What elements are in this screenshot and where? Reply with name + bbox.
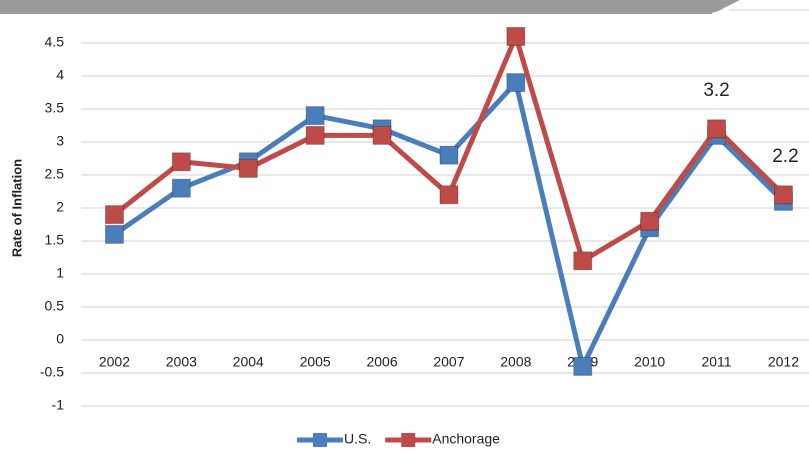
data-label: 3.2 [703,80,729,101]
y-tick-label: -1 [52,397,65,413]
marker [305,106,325,126]
x-tick-label: 2006 [366,354,397,370]
legend-marker [313,433,327,447]
y-axis-label: Rate of Inflation [9,159,24,257]
legend-marker [401,433,416,447]
y-tick-label: 2.5 [45,166,65,182]
marker [640,211,660,231]
y-tick-label: -0.5 [40,364,64,380]
banner-edge [711,0,761,15]
y-tick-label: 1.5 [45,232,65,248]
y-tick-label: 0.5 [45,298,65,314]
marker [439,145,459,165]
y-tick-label: 0 [56,331,64,347]
marker [707,119,727,139]
x-tick-label: 2002 [99,354,130,370]
legend-label: U.S. [344,431,371,447]
x-tick-label: 2003 [166,354,197,370]
x-tick-label: 2007 [433,354,464,370]
marker [573,251,593,271]
marker [439,185,459,205]
data-label: 2.2 [772,146,798,167]
marker [305,125,325,145]
y-tick-label: 2 [56,199,64,215]
marker [104,224,124,244]
marker [506,73,526,93]
series-line [113,80,786,369]
y-tick-label: 4 [56,67,64,83]
marker [773,185,793,205]
x-tick-label: 2008 [500,354,531,370]
banner [0,0,809,14]
marker [238,158,258,178]
x-tick-label: 2010 [634,354,665,370]
x-tick-label: 2011 [701,354,731,370]
y-tick-label: 3.5 [45,100,65,116]
marker [506,26,526,46]
legend-label: Anchorage [432,431,500,447]
marker [171,152,191,172]
y-tick-label: 3 [56,133,64,149]
marker [573,356,593,376]
y-tick-label: 1 [56,265,64,281]
marker [372,125,392,145]
x-tick-label: 2012 [768,354,799,370]
marker [104,205,124,225]
marker [171,178,191,198]
x-tick-label: 2004 [233,354,264,370]
y-tick-label: 4.5 [45,34,65,50]
x-tick-label: 2005 [300,354,331,370]
